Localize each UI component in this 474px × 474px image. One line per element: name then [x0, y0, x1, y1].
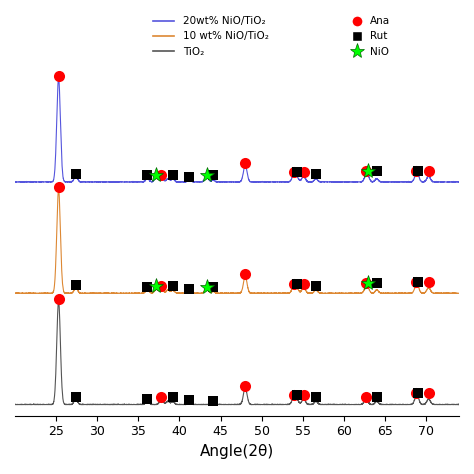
Legend: Ana, Rut, NiO: Ana, Rut, NiO	[353, 16, 390, 56]
X-axis label: Angle(2θ): Angle(2θ)	[200, 444, 274, 459]
